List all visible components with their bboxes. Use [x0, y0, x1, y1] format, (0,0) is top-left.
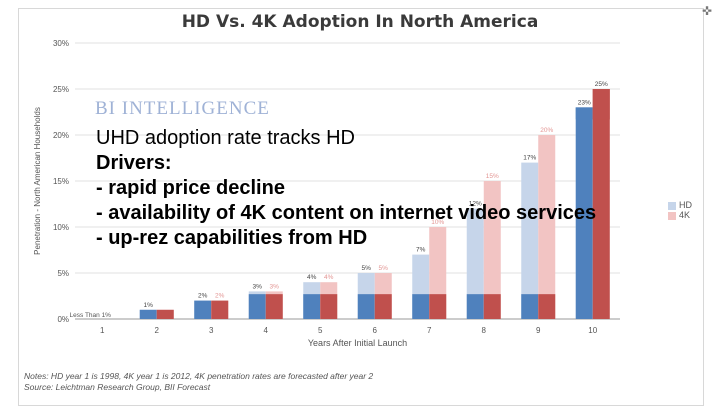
bar-hd-total	[521, 162, 539, 319]
overlay-line-2: Drivers:	[96, 152, 172, 174]
y-axis-label: Penetration - North American Households	[33, 107, 42, 255]
x-tick-label: 4	[264, 326, 269, 335]
bar-hd-base	[466, 294, 484, 319]
x-tick-label: 8	[482, 326, 487, 335]
data-label-hd: 4%	[307, 274, 317, 281]
x-tick-label: 7	[427, 326, 432, 335]
x-tick-label: 1	[100, 326, 105, 335]
overlay-line-4: - availability of 4K content on internet…	[96, 202, 597, 224]
source-line: Source: Leichtman Research Group, BII Fo…	[24, 382, 211, 392]
bar-4k-base	[592, 89, 610, 319]
bar-4k-base	[429, 294, 447, 319]
y-tick-label: 15%	[53, 177, 69, 186]
data-label-hd: Less Than 1%	[70, 312, 112, 319]
bar-4k-base	[156, 309, 174, 319]
bar-4k-base	[265, 294, 283, 319]
legend-entry-4k: 4K	[668, 210, 692, 220]
x-tick-label: 10	[588, 326, 597, 335]
bar-hd-base	[139, 309, 157, 319]
bar-hd-base	[575, 107, 593, 320]
y-tick-label: 25%	[53, 85, 69, 94]
data-label-hd: 3%	[253, 283, 263, 290]
bar-4k-base	[538, 294, 556, 319]
data-label-hd: 1%	[144, 302, 154, 309]
data-label-4k: 2%	[215, 293, 225, 300]
chart-title: HD Vs. 4K Adoption In North America	[181, 12, 539, 32]
y-tick-label: 20%	[53, 131, 69, 140]
data-label-4k: 20%	[540, 127, 553, 134]
data-label-4k: 4%	[324, 274, 334, 281]
overlay-line-5: - up-rez capabilities from HD	[96, 227, 368, 249]
x-tick-label: 6	[373, 326, 378, 335]
x-tick-label: 9	[536, 326, 541, 335]
data-label-hd: 12%	[469, 201, 482, 208]
bar-hd-total	[466, 208, 484, 319]
corner-icon: ✜	[701, 4, 712, 18]
bar-4k-cap	[592, 89, 610, 120]
bar-4k-base	[320, 294, 338, 319]
x-tick-label: 5	[318, 326, 323, 335]
bar-hd-base	[521, 294, 539, 319]
overlay-line-3: - rapid price decline	[96, 177, 285, 199]
y-tick-label: 30%	[53, 39, 69, 48]
data-label-hd: 7%	[416, 247, 426, 254]
bar-hd-cap	[575, 107, 593, 120]
data-label-4k: 15%	[486, 173, 499, 180]
bar-hd-base	[248, 294, 266, 319]
x-tick-label: 2	[155, 326, 160, 335]
bi-intelligence-watermark: BI INTELLIGENCE	[95, 98, 270, 119]
legend: HD 4K	[668, 200, 692, 220]
bar-hd-base	[303, 294, 321, 319]
bar-4k-total	[483, 181, 501, 319]
notes-line: Notes: HD year 1 is 1998, 4K year 1 is 2…	[24, 371, 374, 381]
data-label-4k: 25%	[595, 81, 608, 88]
data-label-4k: 10%	[431, 219, 444, 226]
x-tick-label: 3	[209, 326, 214, 335]
bar-4k-base	[211, 300, 229, 319]
y-tick-label: 0%	[57, 315, 69, 324]
x-axis-label: Years After Initial Launch	[308, 338, 407, 348]
chart-notes: Notes: HD year 1 is 1998, 4K year 1 is 2…	[24, 371, 373, 393]
y-tick-label: 10%	[53, 223, 69, 232]
data-label-hd: 17%	[523, 155, 536, 162]
data-label-hd: 23%	[578, 99, 591, 106]
data-label-4k: 3%	[270, 283, 280, 290]
overlay-line-1: UHD adoption rate tracks HD	[96, 127, 355, 149]
bar-hd-base	[412, 294, 430, 319]
bar-4k-total	[538, 135, 556, 319]
y-tick-label: 5%	[57, 269, 69, 278]
bar-hd-base	[357, 294, 375, 319]
data-label-hd: 2%	[198, 293, 208, 300]
data-label-hd: 5%	[362, 265, 372, 272]
bar-4k-base	[483, 294, 501, 319]
bar-hd-base	[194, 300, 212, 319]
bar-4k-base	[374, 294, 392, 319]
legend-entry-hd: HD	[668, 200, 692, 210]
data-label-4k: 5%	[379, 265, 389, 272]
overlay-text: UHD adoption rate tracks HD Drivers: - r…	[96, 126, 596, 251]
